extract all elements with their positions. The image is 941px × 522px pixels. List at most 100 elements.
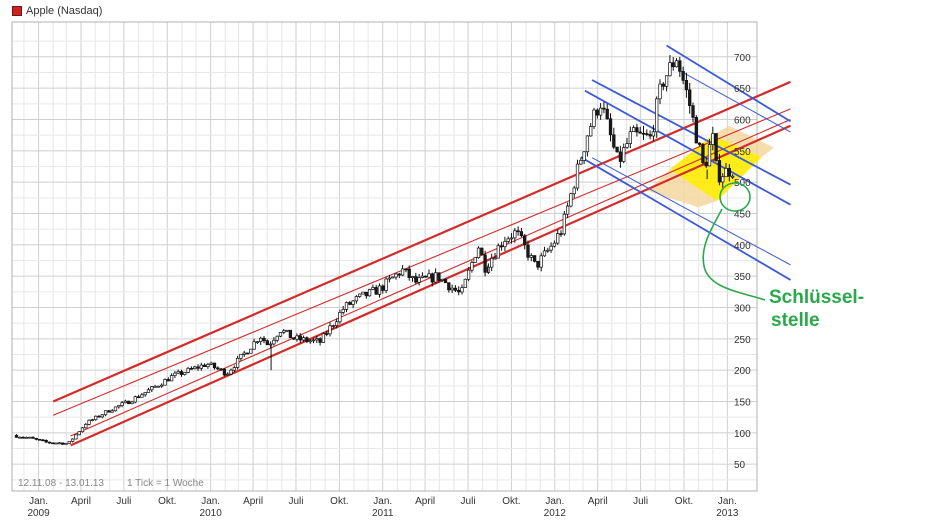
candle-body (354, 296, 359, 302)
candle-body (338, 312, 342, 323)
candle-body (199, 364, 203, 369)
candle-body (222, 368, 227, 376)
candle-body (334, 321, 339, 326)
candle-body (499, 245, 504, 248)
candle-body (202, 364, 207, 368)
candle-body (552, 242, 557, 247)
candle-body (424, 275, 428, 278)
candle-body (476, 247, 481, 259)
annotation-line1: Schlüssel- (769, 287, 864, 308)
x-tick-label: Okt. (675, 496, 693, 507)
candle-body (70, 438, 75, 442)
candle-body (295, 335, 299, 340)
candle-body (374, 287, 378, 295)
candle-body (94, 415, 98, 420)
candle-body (598, 107, 603, 116)
x-tick-label: Okt. (502, 496, 520, 507)
candle-body (730, 175, 735, 178)
candle-body (77, 431, 81, 436)
candle-body (100, 414, 104, 418)
candle-body (447, 282, 451, 291)
annotation-connector (702, 208, 766, 301)
candle-body (318, 338, 322, 343)
trend-line-blue-3 (591, 79, 791, 186)
candle-body (400, 268, 405, 276)
candle-body (186, 367, 190, 373)
candle-body (110, 410, 114, 413)
candle-body (625, 143, 629, 148)
candle-body (84, 424, 88, 429)
x-tick-label: April (243, 496, 263, 507)
y-tick-label: 450 (734, 209, 751, 220)
y-tick-label: 150 (734, 397, 751, 408)
candle-body (278, 332, 283, 337)
x-tick-label: April (415, 496, 435, 507)
candle-body (678, 60, 682, 72)
candle-body (704, 162, 708, 167)
y-tick-label: 550 (734, 147, 751, 158)
candle-body (130, 401, 134, 405)
candle-body (549, 245, 553, 251)
x-year-label: 2011 (372, 508, 394, 519)
y-tick-label: 200 (734, 366, 751, 377)
highlight-zone (647, 125, 775, 208)
candle-body (635, 127, 639, 133)
x-year-label: 2009 (27, 508, 50, 519)
candle-body (688, 89, 692, 107)
candle-body (305, 337, 309, 342)
candles (14, 55, 735, 445)
candle-body (265, 340, 269, 346)
trend-line-red-upper-outer (52, 80, 791, 403)
annotation-line2: stelle (771, 310, 820, 331)
candle-body (160, 384, 164, 387)
candle-body (308, 340, 312, 343)
candle-body (364, 291, 368, 297)
candle-body (255, 341, 260, 344)
candle-body (658, 83, 662, 100)
candle-body (721, 176, 725, 183)
candle-body (605, 108, 609, 120)
x-tick-label: Jan. (545, 496, 564, 507)
candle-body (34, 438, 38, 440)
candle-body (321, 333, 326, 343)
candle-body (61, 442, 65, 445)
candle-body (575, 163, 580, 189)
candle-body (509, 237, 514, 240)
candle-body (117, 405, 121, 408)
candle-body (120, 402, 124, 406)
candle-body (262, 337, 266, 342)
candle-body (315, 338, 319, 341)
candle-body (559, 233, 563, 235)
candle-body (602, 107, 606, 110)
candle-body (133, 396, 137, 403)
candle-body (631, 127, 636, 133)
candle-body (569, 193, 573, 207)
candle-body (229, 369, 233, 375)
legend-swatch (12, 6, 22, 16)
candle-body (562, 213, 566, 235)
candle-body (513, 230, 517, 239)
tick-info: 1 Tick = 1 Woche (127, 478, 204, 489)
y-tick-label: 400 (734, 241, 751, 252)
candle-body (249, 348, 253, 354)
candle-body (414, 276, 418, 283)
candle-body (460, 287, 464, 293)
y-tick-label: 700 (734, 53, 751, 64)
candle-body (381, 285, 385, 291)
candle-body (579, 160, 583, 165)
key-point-circle (719, 182, 751, 212)
candle-body (671, 62, 675, 68)
candle-body (387, 277, 392, 280)
candle-body (87, 419, 91, 425)
candle-body (328, 325, 332, 335)
candle-body (664, 75, 669, 87)
trend-line-red-lower-outer (70, 124, 791, 447)
candle-body (651, 131, 656, 137)
candle-body (546, 249, 550, 252)
candle-body (282, 330, 286, 333)
candle-body (526, 244, 530, 258)
candle-body (420, 275, 425, 278)
candle-body (358, 293, 362, 297)
candle-body (684, 79, 689, 91)
